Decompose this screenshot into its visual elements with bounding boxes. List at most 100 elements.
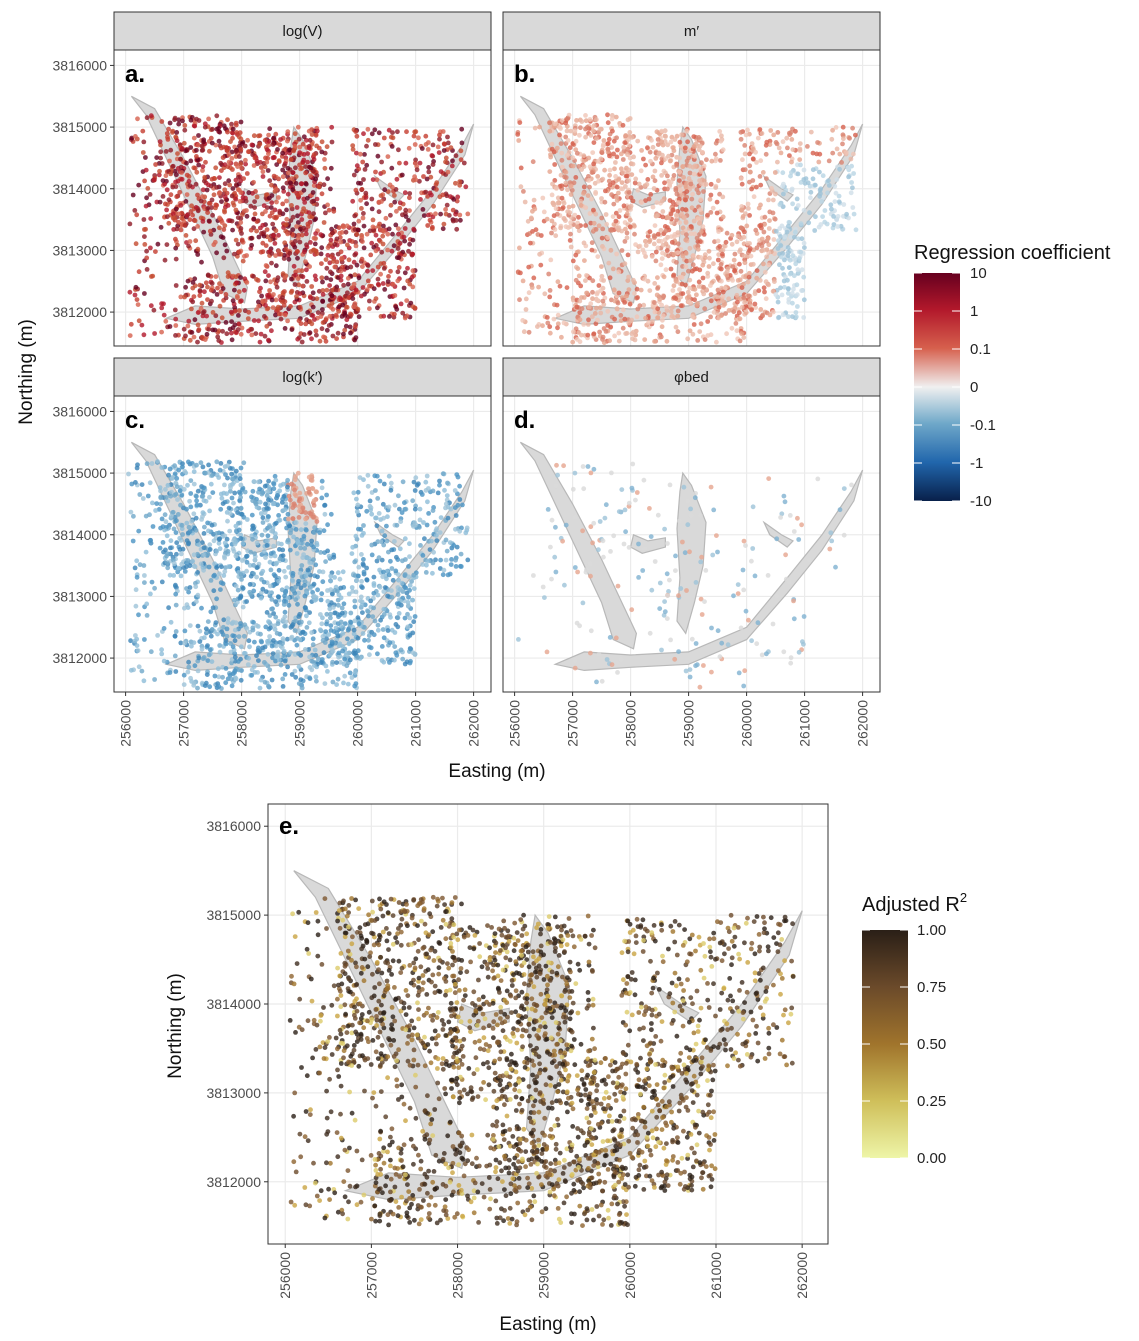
data-point: [762, 289, 767, 295]
data-point: [354, 133, 360, 139]
data-point: [801, 167, 807, 173]
data-point: [135, 462, 140, 468]
data-point: [558, 141, 564, 147]
data-point: [287, 497, 293, 503]
data-point: [133, 480, 138, 485]
data-point: [726, 296, 732, 302]
data-point: [370, 614, 376, 619]
data-point: [831, 222, 837, 227]
data-point: [158, 495, 164, 501]
data-point: [692, 286, 698, 292]
data-point: [368, 507, 373, 513]
data-point: [133, 241, 139, 247]
data-point: [584, 125, 590, 130]
data-point: [653, 156, 659, 161]
data-point: [361, 131, 366, 137]
data-point: [153, 249, 158, 255]
data-point: [745, 201, 751, 207]
data-point: [361, 477, 366, 483]
data-point: [713, 140, 719, 146]
data-point: [327, 283, 332, 288]
data-point: [787, 271, 793, 277]
data-point: [516, 138, 522, 143]
data-point: [756, 241, 762, 247]
data-point: [307, 610, 312, 615]
data-point: [369, 240, 375, 246]
data-point: [568, 244, 574, 250]
data-point: [127, 289, 133, 295]
data-point: [797, 148, 803, 153]
data-point: [671, 251, 677, 257]
data-point: [200, 187, 206, 193]
data-point: [655, 315, 661, 320]
data-point: [613, 114, 619, 120]
data-point: [205, 272, 211, 278]
data-point: [707, 255, 712, 261]
data-point: [314, 332, 319, 338]
data-point: [233, 122, 239, 128]
data-point: [272, 627, 278, 632]
data-point: [397, 586, 403, 592]
data-point: [701, 163, 707, 169]
data-point: [299, 685, 305, 691]
data-point: [360, 561, 366, 567]
data-point: [544, 315, 550, 320]
data-point: [646, 320, 651, 326]
data-point: [671, 272, 677, 278]
data-point: [166, 605, 172, 611]
data-point: [314, 678, 319, 684]
data-point: [785, 290, 791, 296]
data-point: [224, 248, 230, 254]
data-point: [183, 199, 189, 204]
data-point: [321, 182, 327, 188]
data-point: [381, 589, 387, 594]
data-point: [742, 260, 748, 266]
data-point: [622, 140, 628, 146]
data-point: [737, 316, 743, 322]
data-point: [734, 328, 740, 334]
data-point: [234, 293, 240, 299]
data-point: [186, 589, 192, 595]
data-point: [645, 145, 650, 151]
data-point: [576, 330, 582, 335]
data-point: [319, 191, 325, 197]
data-point: [216, 537, 222, 542]
data-point: [239, 212, 245, 217]
data-point: [142, 178, 148, 184]
data-point: [333, 287, 339, 293]
data-point: [168, 192, 174, 198]
data-point: [277, 142, 283, 148]
data-point: [327, 313, 333, 319]
data-point: [662, 128, 668, 134]
data-point: [574, 224, 580, 230]
data-point: [216, 674, 222, 680]
data-point: [189, 306, 194, 312]
data-point: [290, 227, 296, 233]
data-point: [573, 277, 579, 283]
data-point: [335, 570, 341, 576]
data-point: [277, 210, 283, 216]
data-point: [618, 318, 624, 323]
data-point: [296, 136, 302, 142]
data-point: [388, 212, 393, 218]
data-point: [236, 154, 242, 159]
data-point: [529, 285, 535, 290]
data-point: [643, 243, 649, 248]
data-point: [235, 187, 241, 192]
data-point: [332, 575, 337, 580]
data-point: [223, 320, 229, 325]
data-point: [301, 332, 307, 337]
data-point: [407, 191, 413, 196]
data-point: [261, 233, 267, 239]
data-point: [272, 473, 278, 479]
data-point: [623, 226, 628, 232]
data-point: [675, 230, 681, 236]
data-point: [394, 554, 399, 560]
data-point: [215, 334, 221, 340]
data-point: [401, 285, 407, 291]
data-point: [588, 133, 594, 138]
data-point: [159, 119, 165, 124]
data-point: [399, 510, 405, 515]
data-point: [310, 313, 316, 318]
data-point: [579, 119, 585, 124]
